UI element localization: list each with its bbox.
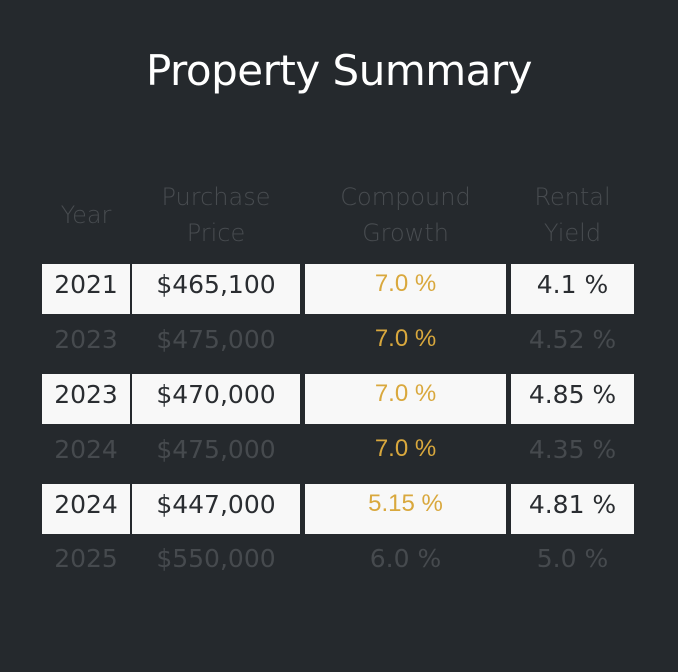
cell-price: $470,000 — [132, 374, 300, 424]
column-header-yield-line2: Yield — [543, 219, 602, 247]
column-header-price-line1: Purchase — [161, 183, 271, 211]
cell-growth: 7.0 % — [374, 325, 437, 352]
cell-price: $475,000 — [156, 434, 276, 464]
cell-price: $475,000 — [156, 324, 276, 354]
cell-year: 2023 — [54, 324, 118, 354]
cell-yield: 4.52 % — [528, 324, 617, 354]
column-header-yield-line1: Rental — [534, 183, 611, 211]
cell-yield: 4.85 % — [511, 374, 634, 424]
column-header-price: Purchase Price — [132, 178, 300, 252]
column-header-growth-line1: Compound — [340, 183, 471, 211]
table-row: 2023 $475,000 7.0 % 4.52 % — [0, 319, 678, 369]
cell-yield: 4.35 % — [528, 434, 617, 464]
cell-year: 2021 — [42, 264, 130, 314]
column-header-growth: Compound Growth — [305, 178, 506, 252]
column-header-yield: Rental Yield — [511, 178, 634, 252]
page-title: Property Summary — [145, 46, 533, 95]
cell-growth: 7.0 % — [305, 264, 506, 314]
cell-price: $447,000 — [132, 484, 300, 534]
cell-year: 2025 — [54, 543, 118, 573]
cell-price: $550,000 — [156, 543, 276, 573]
column-header-price-line2: Price — [186, 219, 246, 247]
column-header-year-label: Year — [60, 201, 112, 229]
table-row: 2024 $475,000 7.0 % 4.35 % — [0, 429, 678, 479]
cell-yield: 4.81 % — [511, 484, 634, 534]
cell-yield: 5.0 % — [536, 543, 609, 573]
cell-year: 2023 — [42, 374, 130, 424]
cell-year: 2024 — [42, 484, 130, 534]
cell-growth: 7.0 % — [374, 435, 437, 462]
column-header-growth-line2: Growth — [362, 219, 449, 247]
cell-year: 2024 — [54, 434, 118, 464]
cell-price: $465,100 — [132, 264, 300, 314]
column-header-year: Year — [42, 178, 130, 252]
cell-growth: 6.0 % — [369, 543, 442, 573]
table-row: 2025 $550,000 6.0 % 5.0 % — [0, 538, 678, 588]
cell-yield: 4.1 % — [511, 264, 634, 314]
cell-growth: 7.0 % — [305, 374, 506, 424]
table-row: 2021 $465,100 7.0 % 4.1 % — [0, 264, 678, 314]
cell-growth: 5.15 % — [305, 484, 506, 534]
table-row: 2023 $470,000 7.0 % 4.85 % — [0, 374, 678, 424]
table-row: 2024 $447,000 5.15 % 4.81 % — [0, 484, 678, 534]
